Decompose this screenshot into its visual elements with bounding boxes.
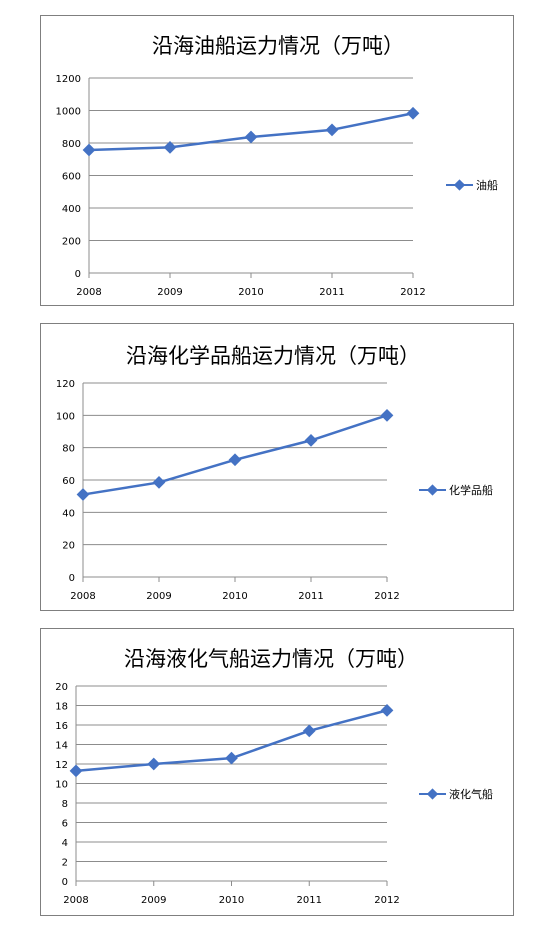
x-tick-labels: 2008 2009 2010 2011 2012 [63,895,399,906]
axes [75,686,388,886]
y-tick-label: 6 [62,819,68,830]
y-tick-labels: 0 200 400 600 800 1000 1200 [56,74,81,280]
axes [88,78,414,278]
x-tick-label: 2011 [319,287,344,298]
data-point-marker [76,488,90,501]
data-point-marker [380,408,394,422]
legend: 油船 [446,178,498,192]
gridlines [83,382,387,546]
data-point-marker [302,724,316,738]
y-tick-labels: 0 20 40 60 80 100 120 [56,379,75,584]
data-point-marker [147,757,161,771]
y-tick-labels: 0 2 4 6 8 10 12 14 16 18 20 [55,682,68,888]
chemical-tanker-chart-panel: 沿海化学品船运力情况（万吨） 0 20 40 60 80 100 120 2008 2009 2… [40,323,514,611]
y-tick-label: 800 [62,139,81,150]
gridlines [89,77,413,241]
chart-title: 沿海油船运力情况（万吨） [152,34,404,58]
y-tick-label: 4 [62,838,68,849]
legend-label: 油船 [476,178,498,192]
y-tick-label: 8 [62,799,68,810]
y-tick-label: 1000 [56,107,81,118]
lpg-carrier-chart-panel: 沿海液化气船运力情况（万吨） 0 2 4 6 8 10 12 14 16 18 20 2008 200… [40,628,514,916]
y-tick-label: 80 [62,444,75,455]
y-tick-label: 20 [62,541,75,552]
data-point-marker [82,143,96,157]
x-tick-label: 2008 [63,895,88,906]
x-tick-label: 2008 [70,591,95,602]
y-tick-label: 18 [55,702,68,713]
data-point-marker [244,130,258,144]
data-point-marker [406,106,420,120]
data-point-marker [163,141,177,154]
x-tick-label: 2009 [157,287,182,298]
y-tick-label: 200 [62,237,81,248]
data-point-marker [325,123,339,137]
y-tick-label: 20 [55,682,68,693]
x-tick-label: 2009 [146,591,171,602]
x-tick-label: 2012 [374,591,399,602]
oil-tanker-chart-panel: 沿海油船运力情况（万吨） 0 200 400 600 800 1000 1200 2008 2… [40,15,514,306]
x-tick-label: 2012 [400,287,425,298]
y-tick-label: 1200 [56,74,81,85]
y-tick-label: 14 [55,741,68,752]
series-line [76,408,394,501]
y-tick-label: 100 [56,411,75,422]
y-tick-label: 0 [69,573,75,584]
x-tick-label: 2010 [222,591,247,602]
series-line [82,106,420,157]
x-tick-label: 2008 [76,287,101,298]
data-point-marker [69,764,83,778]
series-line [69,704,394,778]
x-tick-label: 2010 [219,895,244,906]
chart-title: 沿海化学品船运力情况（万吨） [126,344,420,368]
y-tick-label: 0 [62,877,68,888]
x-tick-label: 2012 [374,895,399,906]
y-tick-label: 16 [55,721,68,732]
y-tick-label: 60 [62,476,75,487]
legend-marker [453,179,466,191]
x-tick-label: 2010 [238,287,263,298]
gridlines [76,685,387,862]
x-tick-label: 2011 [297,895,322,906]
y-tick-label: 12 [55,760,68,771]
data-point-marker [304,434,318,447]
y-tick-label: 120 [56,379,75,390]
data-point-marker [225,751,238,765]
legend-label: 液化气船 [449,787,493,801]
axes [82,383,388,582]
x-tick-label: 2011 [298,591,323,602]
legend-label: 化学品船 [449,483,493,497]
chart-title: 沿海液化气船运力情况（万吨） [124,647,418,671]
y-tick-label: 600 [62,172,81,183]
data-point-marker [152,476,166,489]
y-tick-label: 40 [62,508,75,519]
x-tick-labels: 2008 2009 2010 2011 2012 [76,287,425,298]
y-tick-label: 10 [55,780,68,791]
y-tick-label: 0 [75,269,81,280]
x-tick-labels: 2008 2009 2010 2011 2012 [70,591,399,602]
y-tick-label: 2 [62,858,68,869]
legend-marker [426,788,439,800]
legend-marker [426,484,439,496]
legend: 液化气船 [419,787,493,801]
x-tick-label: 2009 [141,895,166,906]
legend: 化学品船 [419,483,493,497]
y-tick-label: 400 [62,204,81,215]
data-point-marker [228,453,242,467]
